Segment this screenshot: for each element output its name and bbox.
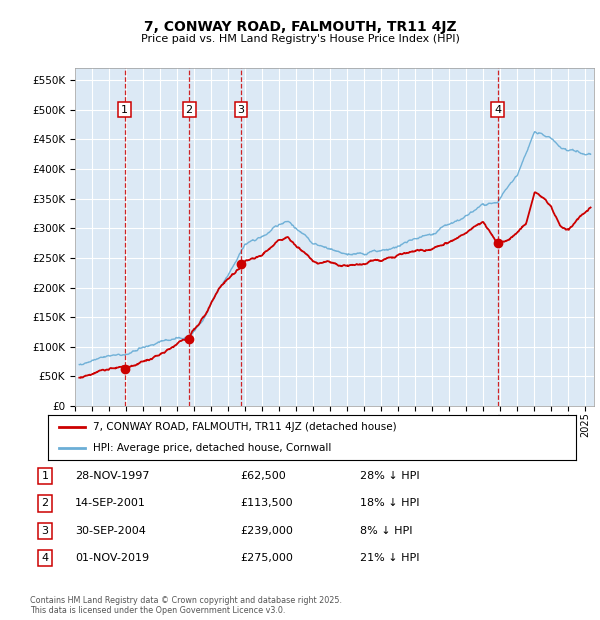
Text: £275,000: £275,000 [240,553,293,563]
Text: 1: 1 [41,471,49,481]
Text: 01-NOV-2019: 01-NOV-2019 [75,553,149,563]
Text: £239,000: £239,000 [240,526,293,536]
Text: 18% ↓ HPI: 18% ↓ HPI [360,498,419,508]
Text: 2: 2 [41,498,49,508]
Text: 2: 2 [185,105,193,115]
Text: 4: 4 [494,105,501,115]
Text: 4: 4 [41,553,49,563]
Text: 14-SEP-2001: 14-SEP-2001 [75,498,146,508]
Text: Price paid vs. HM Land Registry's House Price Index (HPI): Price paid vs. HM Land Registry's House … [140,34,460,44]
Text: 8% ↓ HPI: 8% ↓ HPI [360,526,413,536]
Text: £62,500: £62,500 [240,471,286,481]
Text: 28% ↓ HPI: 28% ↓ HPI [360,471,419,481]
Text: HPI: Average price, detached house, Cornwall: HPI: Average price, detached house, Corn… [93,443,331,453]
Text: 30-SEP-2004: 30-SEP-2004 [75,526,146,536]
Text: £113,500: £113,500 [240,498,293,508]
Text: 3: 3 [238,105,244,115]
Text: 21% ↓ HPI: 21% ↓ HPI [360,553,419,563]
Text: 7, CONWAY ROAD, FALMOUTH, TR11 4JZ (detached house): 7, CONWAY ROAD, FALMOUTH, TR11 4JZ (deta… [93,422,397,432]
Text: 7, CONWAY ROAD, FALMOUTH, TR11 4JZ: 7, CONWAY ROAD, FALMOUTH, TR11 4JZ [143,20,457,33]
Text: Contains HM Land Registry data © Crown copyright and database right 2025.
This d: Contains HM Land Registry data © Crown c… [30,596,342,615]
Text: 1: 1 [121,105,128,115]
Text: 28-NOV-1997: 28-NOV-1997 [75,471,149,481]
Text: 3: 3 [41,526,49,536]
